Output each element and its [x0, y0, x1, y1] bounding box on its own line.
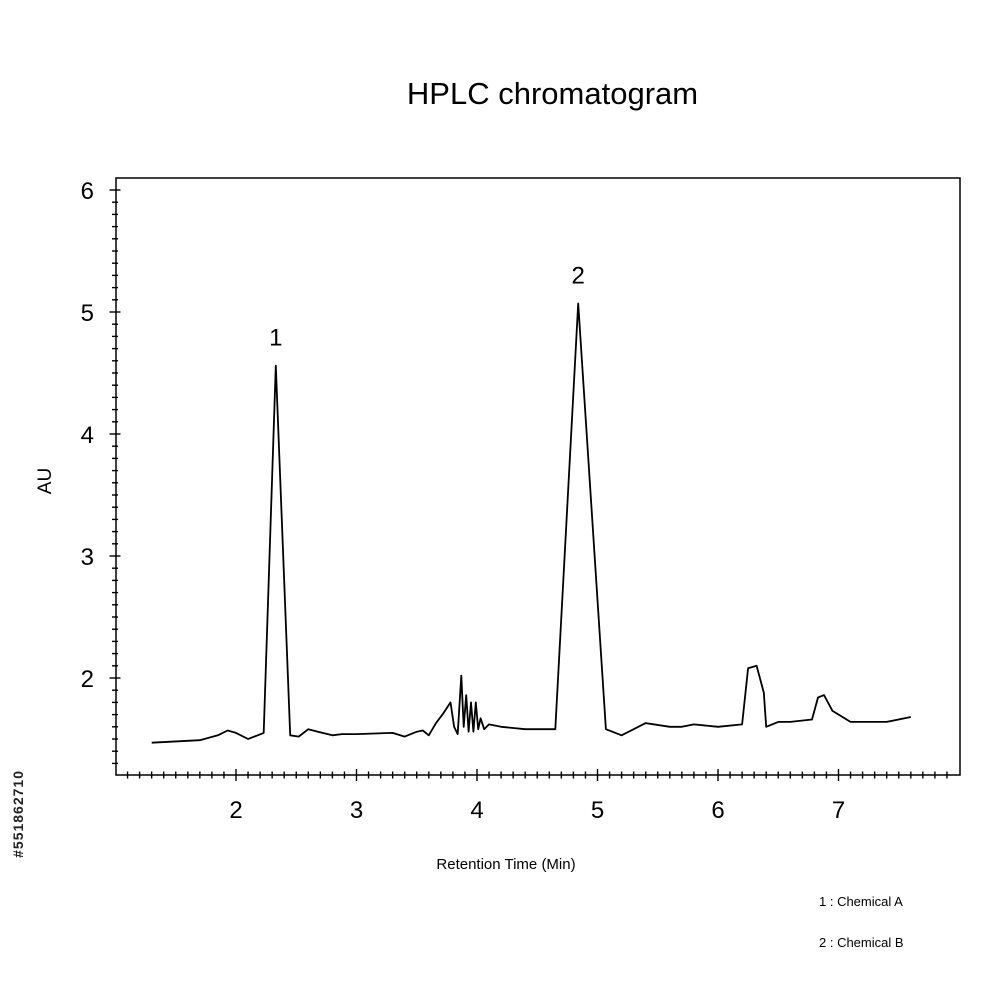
x-tick-label: 3	[350, 797, 363, 824]
image-id-watermark: #551862710	[10, 770, 26, 858]
x-tick-label: 2	[229, 797, 242, 824]
x-tick-label: 7	[832, 797, 845, 824]
legend-entry-chemical-a: 1 : Chemical A	[819, 894, 903, 909]
y-tick-label: 2	[81, 666, 94, 693]
peak-labels: 12	[269, 262, 585, 351]
peak-label: 1	[269, 325, 282, 352]
y-tick-label: 6	[81, 178, 94, 205]
y-tick-label: 3	[81, 544, 94, 571]
chart-title: HPLC chromatogram	[406, 76, 699, 111]
y-tick-label: 5	[81, 300, 94, 327]
y-axis: 2 3 4 5 6	[81, 178, 121, 765]
x-tick-label: 5	[591, 797, 604, 824]
x-tick-label: 6	[711, 797, 724, 824]
x-axis: 2 3 4 5 6 7	[126, 769, 948, 824]
x-tick-label: 4	[470, 797, 483, 824]
legend-entry-chemical-b: 2 : Chemical B	[819, 935, 904, 950]
chromatogram-trace	[151, 302, 911, 744]
y-axis-label: AU	[35, 467, 56, 495]
plot-frame	[115, 177, 961, 776]
x-axis-label: Retention Time (Min)	[436, 856, 576, 873]
peak-label: 2	[572, 262, 585, 289]
y-tick-label: 4	[81, 422, 94, 449]
